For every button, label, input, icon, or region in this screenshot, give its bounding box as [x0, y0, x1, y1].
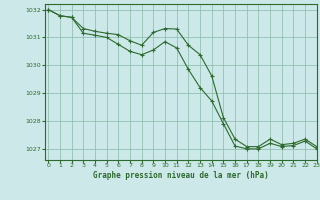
X-axis label: Graphe pression niveau de la mer (hPa): Graphe pression niveau de la mer (hPa) — [93, 171, 269, 180]
